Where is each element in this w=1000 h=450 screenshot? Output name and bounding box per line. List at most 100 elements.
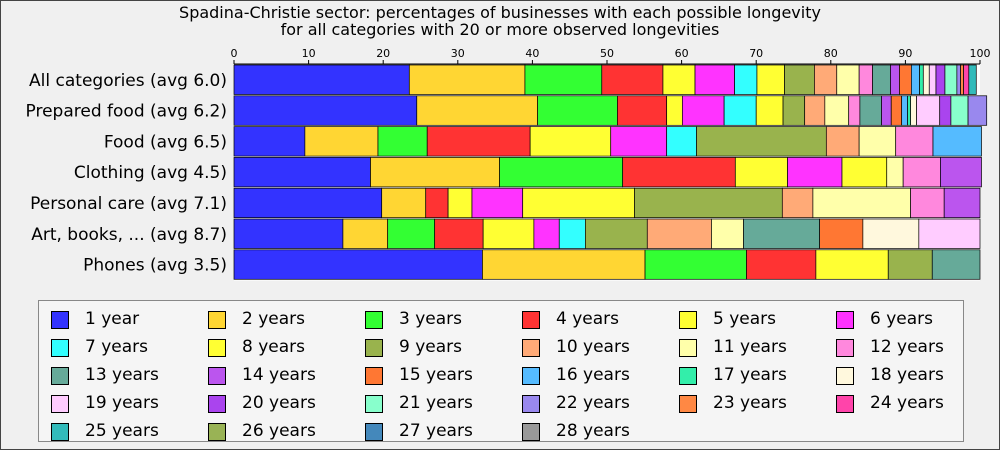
bar-segment	[824, 95, 850, 126]
legend-swatch	[679, 367, 697, 385]
legend-label: 20 years	[242, 393, 316, 413]
legend-label: 27 years	[399, 421, 473, 441]
stacked-bar-chart: 0 10 20 30 40 50 60 70 80 90 100 All categories (av…	[26, 47, 991, 281]
legend-label: 21 years	[399, 393, 473, 413]
bar-segment	[919, 64, 924, 95]
legend-label: 6 years	[870, 309, 934, 329]
bar-segment	[886, 157, 904, 188]
legend-label: 19 years	[85, 393, 159, 413]
bar-segment	[304, 126, 379, 157]
bar-segment	[601, 64, 664, 95]
x-tick-label: 10	[302, 47, 316, 60]
x-tick-label: 40	[525, 47, 539, 60]
bar-segment	[743, 218, 820, 249]
bar-segment	[902, 157, 941, 188]
bar-segment	[342, 218, 389, 249]
legend-swatch	[208, 423, 226, 441]
bar-segment	[887, 249, 933, 280]
category-label: All categories (avg 6.0)	[29, 71, 227, 91]
bar-segment	[416, 95, 538, 126]
bar-segment	[425, 187, 449, 219]
legend-swatch	[208, 339, 226, 357]
bar-segment	[233, 64, 410, 95]
x-tick-label: 70	[749, 47, 763, 60]
legend-label: 14 years	[242, 365, 316, 385]
bar-segment	[825, 126, 860, 157]
bar-segment	[522, 187, 635, 219]
bar-segment	[940, 157, 982, 188]
bar-segment	[895, 126, 934, 157]
bar-segment	[434, 218, 484, 249]
bar-segment	[666, 126, 697, 157]
legend-swatch	[679, 311, 697, 329]
legend-swatch	[208, 367, 226, 385]
bar-segment	[932, 126, 982, 157]
category-label: Clothing (avg 4.5)	[74, 163, 227, 183]
legend-label: 8 years	[242, 337, 306, 357]
bar-segment	[233, 126, 306, 157]
bar-segment	[734, 64, 758, 95]
category-label: Food (avg 6.5)	[104, 132, 227, 152]
legend-label: 24 years	[870, 393, 944, 413]
legend-swatch	[208, 311, 226, 329]
bar-segment	[901, 95, 908, 126]
bar-segment	[622, 157, 736, 188]
legend-swatch	[522, 395, 540, 413]
bar-segment	[899, 64, 912, 95]
bar-segment	[537, 95, 618, 126]
bar-segment	[848, 95, 861, 126]
bar-segment	[711, 218, 744, 249]
category-label: Personal care (avg 7.1)	[30, 194, 227, 214]
legend-swatch	[679, 395, 697, 413]
bar-segment	[890, 64, 900, 95]
bar-segment	[482, 218, 535, 249]
bar-segment	[610, 126, 668, 157]
bar-segment	[931, 249, 981, 280]
bar-segment	[666, 95, 683, 126]
bar-segment	[963, 64, 970, 95]
legend-swatch	[51, 367, 69, 385]
bar-segment	[862, 218, 920, 249]
chart-title: Spadina-Christie sector: percentages of …	[179, 3, 821, 22]
bar-segment	[370, 157, 500, 188]
bar-segment	[890, 95, 903, 126]
bar-segment	[499, 157, 624, 188]
bar-segment	[755, 95, 784, 126]
bar-segment	[662, 64, 696, 95]
legend-label: 16 years	[556, 365, 630, 385]
legend-swatch	[522, 367, 540, 385]
legend-label: 3 years	[399, 309, 463, 329]
bar-segment	[524, 64, 603, 95]
legend-swatch	[51, 395, 69, 413]
bar-segment	[233, 249, 483, 280]
legend-swatch	[522, 311, 540, 329]
bar-segment	[585, 218, 648, 249]
bar-segment	[377, 126, 428, 157]
bar-segment	[746, 249, 817, 280]
legend-swatch	[836, 311, 854, 329]
bar-segment	[756, 64, 785, 95]
x-tick-label: 30	[451, 47, 465, 60]
bar-segment	[634, 187, 783, 219]
bar-segment	[858, 64, 873, 95]
legend-swatch	[51, 339, 69, 357]
legend-swatch	[679, 339, 697, 357]
bar-segment	[804, 95, 826, 126]
legend-label: 13 years	[85, 365, 159, 385]
bar-segment	[935, 64, 946, 95]
bar-segment	[819, 218, 864, 249]
legend-swatch	[836, 395, 854, 413]
bar-segment	[911, 64, 920, 95]
bar-segment	[910, 95, 917, 126]
legend-label: 7 years	[85, 337, 149, 357]
chart-subtitle: for all categories with 20 or more obser…	[280, 20, 720, 39]
bar-segment	[907, 95, 911, 126]
bar-segment	[529, 126, 612, 157]
bar-segment	[960, 64, 964, 95]
legend: 1 year 2 years 3 years 4 years 5 years 6 year…	[38, 300, 964, 442]
legend-label: 4 years	[556, 309, 620, 329]
legend-swatch	[836, 367, 854, 385]
bar-segment	[944, 64, 958, 95]
bar-segment	[646, 218, 712, 249]
bar-segment	[814, 64, 838, 95]
